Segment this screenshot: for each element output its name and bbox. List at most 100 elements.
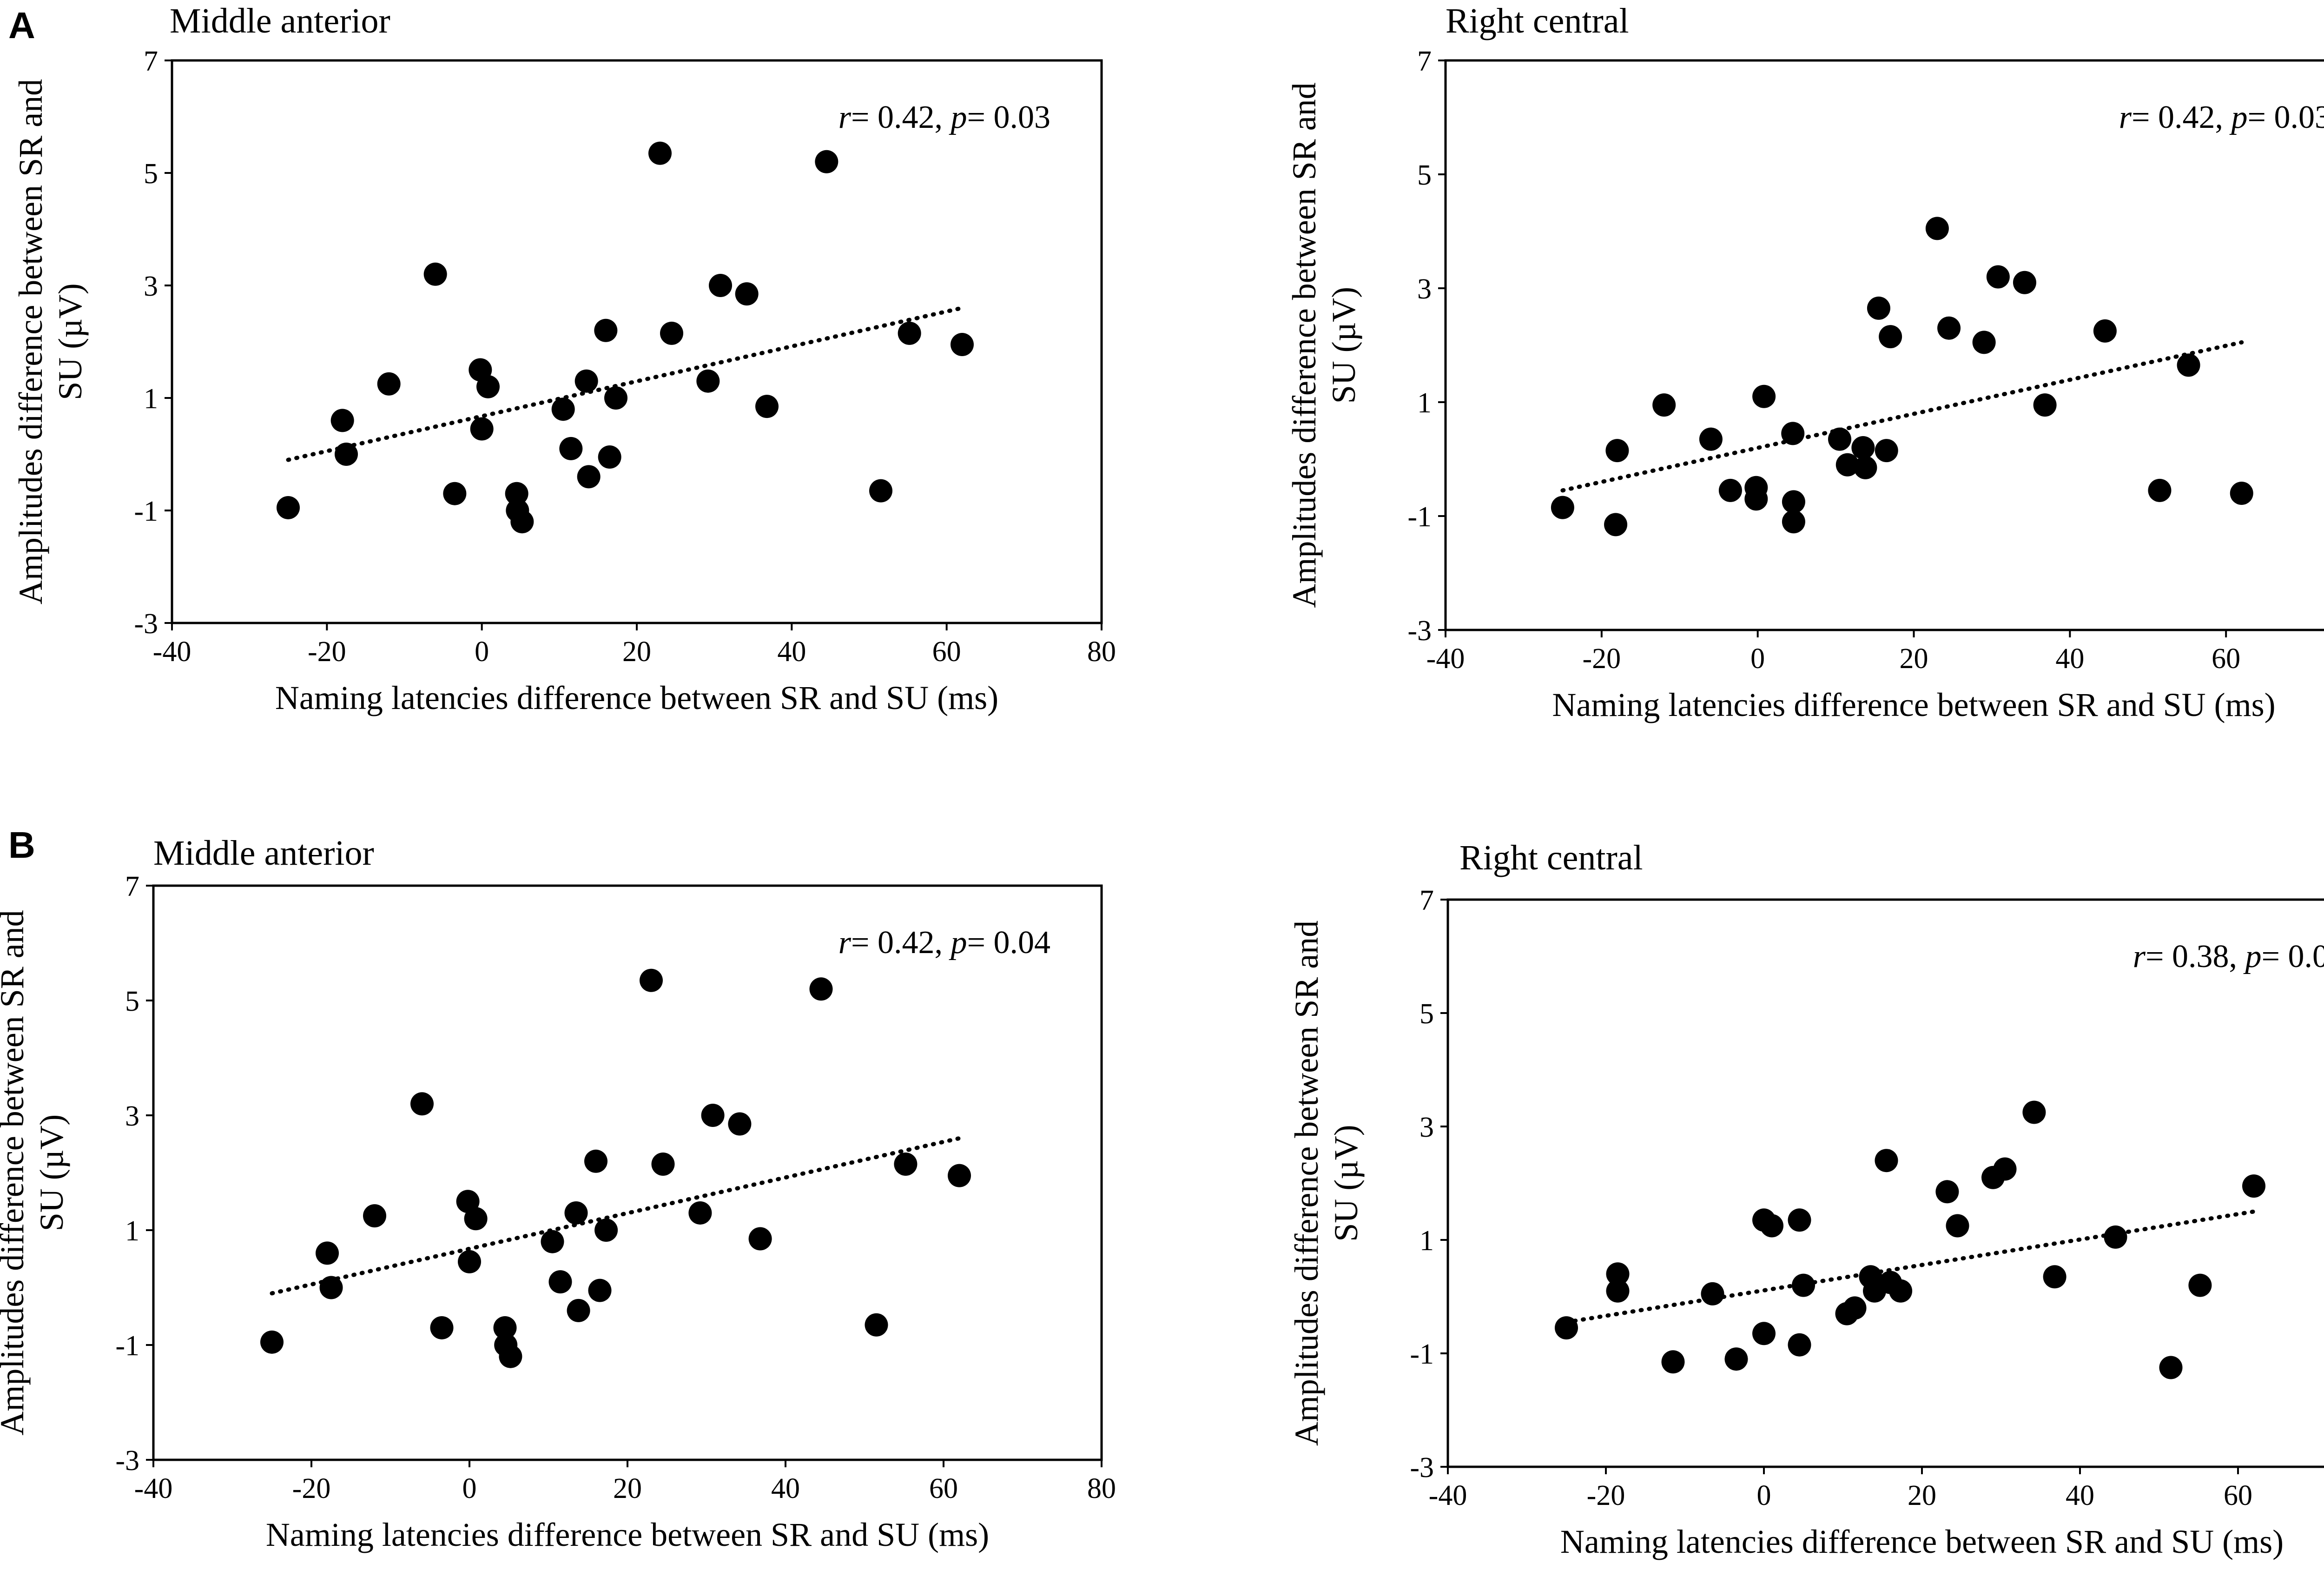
y-axis-label: Amplitudes difference between SR and	[0, 910, 31, 1435]
data-point	[2022, 1100, 2046, 1124]
data-point	[2033, 393, 2057, 417]
data-point	[1782, 510, 1805, 534]
data-point	[1925, 217, 1949, 240]
data-point	[660, 321, 683, 345]
x-tick-label: -20	[292, 1473, 331, 1504]
data-point	[748, 1227, 772, 1251]
data-point	[410, 1092, 434, 1116]
x-tick-label: 40	[771, 1473, 800, 1504]
data-point	[458, 1250, 481, 1273]
data-point	[574, 369, 598, 393]
data-point	[2104, 1225, 2127, 1249]
plot-frame	[1446, 898, 2324, 1468]
data-point	[377, 372, 401, 396]
scatter-plot-4: Right central-40-20020406080-3-11357Nami…	[1288, 838, 2324, 1560]
stats-value: = 0.42,	[851, 925, 951, 961]
x-tick-label: 0	[1750, 643, 1765, 675]
data-point	[1782, 490, 1805, 514]
data-point	[1788, 1208, 1811, 1232]
x-tick-label: 0	[1757, 1480, 1771, 1511]
y-axis-label: Amplitudes difference between SR and	[1286, 82, 1323, 608]
stats-value: = 0.04	[2262, 939, 2324, 974]
stats-annotation: r= 0.42, p= 0.03	[838, 99, 1050, 135]
stats-annotation: r= 0.38, p= 0.04	[2133, 939, 2324, 974]
x-tick-label: 60	[932, 636, 961, 668]
data-point	[559, 437, 583, 460]
data-point	[510, 510, 534, 534]
y-axis-label-line-2: SU (µV)	[1327, 1125, 1365, 1241]
data-point	[2177, 353, 2200, 377]
data-point	[1946, 1214, 1969, 1238]
x-tick-label: 0	[462, 1473, 477, 1504]
data-point	[567, 1298, 590, 1322]
stats-symbol: r	[838, 99, 852, 135]
y-tick-label: 5	[1417, 159, 1432, 191]
data-point	[1828, 427, 1851, 451]
data-point	[1788, 1333, 1811, 1357]
data-point	[735, 282, 759, 306]
x-tick-label: 20	[1900, 643, 1928, 675]
data-point	[1718, 478, 1742, 502]
data-point	[277, 496, 300, 519]
data-point	[1699, 427, 1723, 451]
plot-title: Right central	[1446, 1, 1629, 40]
data-point	[564, 1201, 588, 1225]
data-point	[316, 1241, 339, 1265]
y-axis-label: Amplitudes difference between SR and	[12, 79, 49, 604]
data-point	[1843, 1296, 1867, 1320]
y-tick-label: 3	[125, 1100, 139, 1132]
data-point	[2159, 1356, 2183, 1379]
stats-annotation: r= 0.42, p= 0.04	[838, 925, 1050, 961]
y-axis-label: Amplitudes difference between SR and	[1288, 921, 1325, 1446]
x-tick-label: 40	[2055, 643, 2084, 675]
trendline	[1560, 340, 2244, 493]
data-point	[330, 409, 354, 432]
y-tick-label: -1	[134, 496, 158, 527]
data-point	[701, 1104, 725, 1127]
x-axis-label: Naming latencies difference between SR a…	[1552, 686, 2275, 723]
y-tick-label: 1	[144, 383, 158, 415]
y-tick-label: 5	[125, 986, 139, 1017]
x-tick-label: 20	[1908, 1480, 1936, 1511]
y-tick-label: 7	[1417, 46, 1432, 77]
x-tick-label: 20	[622, 636, 651, 668]
plot-title: Middle anterior	[153, 834, 374, 873]
stats-symbol: p	[949, 925, 967, 961]
x-tick-label: -20	[1587, 1480, 1625, 1511]
x-tick-label: 60	[2212, 643, 2240, 675]
data-point	[1760, 1214, 1783, 1238]
y-tick-label: -3	[134, 608, 158, 640]
data-point	[709, 274, 732, 297]
data-point	[551, 398, 575, 421]
y-tick-label: 7	[125, 871, 139, 902]
y-tick-label: 5	[144, 158, 158, 190]
data-point	[696, 369, 720, 393]
panel-b-letter: B	[8, 824, 35, 866]
data-point	[1744, 487, 1768, 511]
x-tick-label: -40	[153, 636, 191, 668]
x-tick-label: -20	[1583, 643, 1621, 675]
data-point	[1851, 436, 1875, 459]
data-point	[1875, 1149, 1898, 1173]
data-point	[1551, 496, 1574, 519]
x-tick-label: 0	[475, 636, 489, 668]
data-point	[464, 1207, 488, 1231]
stats-value: = 0.42,	[2132, 99, 2231, 135]
x-tick-label: 80	[1087, 1473, 1116, 1504]
x-tick-label: 80	[1087, 636, 1116, 668]
data-point	[1889, 1279, 1913, 1303]
y-tick-label: 3	[1417, 273, 1432, 305]
data-point	[577, 465, 601, 489]
data-point	[865, 1313, 888, 1337]
data-point	[1835, 453, 1859, 477]
data-point	[1781, 422, 1805, 445]
data-point	[640, 968, 663, 992]
scatter-plot-2: Right central-40-20020406080-3-11357Nami…	[1286, 1, 2324, 723]
scatter-plot-1: Middle anterior -40 -20 0 20 40 60 80 -3 -1 1 3 5 7 Na…	[12, 1, 1116, 716]
y-axis-label-line-2: SU (µV)	[52, 283, 89, 400]
data-point	[1652, 393, 1676, 417]
data-point	[1792, 1273, 1815, 1297]
data-point	[1604, 513, 1628, 537]
trendline	[270, 1136, 962, 1296]
data-point	[1875, 439, 1898, 463]
